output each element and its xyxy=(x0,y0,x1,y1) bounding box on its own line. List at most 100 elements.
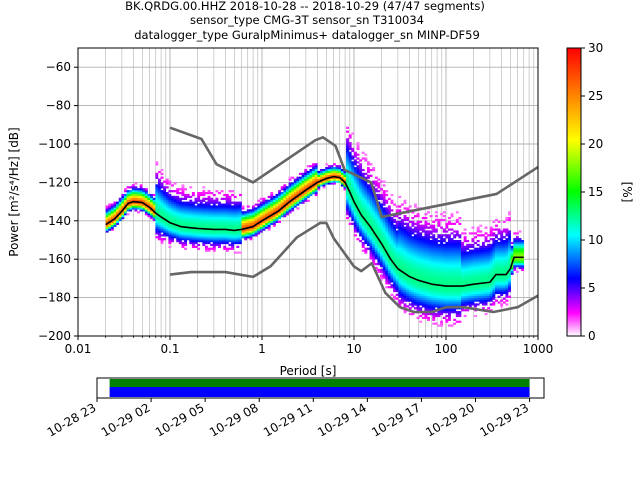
heatmap-cell xyxy=(395,238,399,241)
heatmap-cell xyxy=(254,215,258,218)
heatmap-cell xyxy=(468,301,472,304)
heatmap-cell xyxy=(434,247,438,250)
heatmap-cell xyxy=(505,286,509,289)
heatmap-cell xyxy=(437,280,441,283)
heatmap-cell xyxy=(210,216,214,220)
heatmap-cell xyxy=(395,272,399,275)
heatmap-cell xyxy=(105,207,109,210)
heatmap-cell xyxy=(364,176,368,179)
heatmap-cell xyxy=(447,268,451,272)
heatmap-cell xyxy=(178,236,182,239)
heatmap-cell xyxy=(447,249,451,252)
heatmap-cell xyxy=(445,282,449,285)
heatmap-cell xyxy=(487,257,491,260)
heatmap-cell xyxy=(374,207,378,210)
heatmap-cell xyxy=(197,215,201,218)
heatmap-cell xyxy=(366,188,370,191)
heatmap-cell xyxy=(424,276,428,279)
heatmap-cell xyxy=(390,230,394,233)
heatmap-cell xyxy=(280,195,284,199)
heatmap-cell xyxy=(351,203,355,206)
heatmap-cell xyxy=(309,165,313,168)
heatmap-cell xyxy=(171,238,174,241)
heatmap-cell xyxy=(474,293,478,296)
heatmap-cell xyxy=(390,293,394,296)
heatmap-cell xyxy=(487,247,491,250)
heatmap-cell xyxy=(369,257,373,260)
heatmap-cell xyxy=(505,274,509,277)
heatmap-cell xyxy=(142,192,146,195)
heatmap-cell xyxy=(359,222,363,225)
heatmap-cell xyxy=(463,314,467,318)
heatmap-cell xyxy=(212,236,216,239)
heatmap-cell xyxy=(468,297,472,300)
heatmap-cell xyxy=(223,193,227,197)
heatmap-cell xyxy=(374,203,378,206)
heatmap-cell xyxy=(466,278,470,281)
heatmap-cell xyxy=(382,234,386,237)
heatmap-cell xyxy=(312,170,316,174)
heatmap-cell xyxy=(505,240,509,243)
heatmap-cell xyxy=(380,251,383,254)
heatmap-cell xyxy=(181,238,185,241)
heatmap-cell xyxy=(390,226,394,229)
heatmap-cell xyxy=(220,205,224,208)
heatmap-cell xyxy=(369,188,373,191)
heatmap-cell xyxy=(225,224,229,227)
heatmap-cell xyxy=(484,236,488,239)
heatmap-cell xyxy=(484,301,488,304)
heatmap-cell xyxy=(314,180,318,183)
heatmap-cell xyxy=(178,209,182,212)
heatmap-cell xyxy=(453,245,457,248)
heatmap-cell xyxy=(497,280,501,283)
heatmap-cell xyxy=(191,234,195,237)
heatmap-cell xyxy=(278,216,282,220)
heatmap-cell xyxy=(218,222,221,225)
heatmap-cell xyxy=(173,201,177,204)
heatmap-cell xyxy=(450,243,454,247)
heatmap-cell xyxy=(299,188,302,191)
heatmap-cell xyxy=(395,236,399,239)
heatmap-cell xyxy=(364,172,368,176)
heatmap-cell xyxy=(429,263,433,266)
heatmap-cell xyxy=(434,282,438,285)
heatmap-cell xyxy=(223,224,227,227)
heatmap-cell xyxy=(510,266,514,270)
heatmap-cell xyxy=(510,264,514,268)
heatmap-cell xyxy=(445,245,449,248)
heatmap-cell xyxy=(395,245,399,248)
heatmap-cell xyxy=(497,241,501,245)
heatmap-cell xyxy=(497,238,501,241)
heatmap-cell xyxy=(233,213,237,216)
heatmap-cell xyxy=(244,216,248,220)
heatmap-cell xyxy=(346,157,349,160)
heatmap-cell xyxy=(385,240,389,243)
heatmap-cell xyxy=(372,211,376,214)
heatmap-cell xyxy=(450,261,454,264)
heatmap-cell xyxy=(461,286,464,289)
heatmap-cell xyxy=(285,186,289,189)
heatmap-cell xyxy=(283,207,287,210)
heatmap-cell xyxy=(518,261,522,264)
heatmap-cell xyxy=(406,240,410,243)
heatmap-cell xyxy=(403,249,407,252)
heatmap-cell xyxy=(236,251,240,254)
heatmap-cell xyxy=(275,220,279,224)
heatmap-cell xyxy=(186,213,190,216)
heatmap-cell xyxy=(453,241,457,245)
heatmap-cell xyxy=(434,272,438,275)
heatmap-cell xyxy=(110,203,114,206)
heatmap-cell xyxy=(129,207,133,210)
heatmap-cell xyxy=(293,178,297,181)
heatmap-cell xyxy=(356,238,360,241)
heatmap-cell xyxy=(369,228,373,231)
heatmap-cell xyxy=(225,226,229,229)
heatmap-cell xyxy=(398,263,402,266)
heatmap-cell xyxy=(129,193,133,197)
heatmap-cell xyxy=(442,299,446,302)
heatmap-cell xyxy=(411,228,415,231)
heatmap-cell xyxy=(105,230,109,233)
heatmap-cell xyxy=(471,251,475,254)
heatmap-cell xyxy=(186,193,190,197)
heatmap-cell xyxy=(398,291,402,295)
